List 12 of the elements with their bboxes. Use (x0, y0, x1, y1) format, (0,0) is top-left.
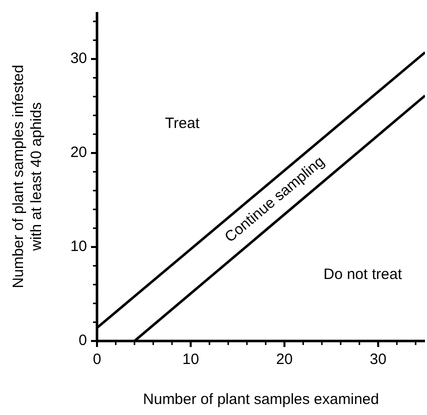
y-tick-label: 20 (70, 144, 87, 161)
x-axis-title: Number of plant samples examined (143, 391, 379, 408)
y-axis-title: Number of plant samples infested with at least 40 aphids (10, 64, 45, 288)
annotation: Do not treat (323, 266, 403, 284)
x-tick-label: 30 (370, 350, 386, 368)
x-tick-label: 10 (182, 350, 200, 368)
x-tick-label: 0 (92, 350, 102, 368)
annotation: Treat (165, 114, 200, 132)
x-tick-label: 20 (276, 350, 293, 368)
y-tick-label: 10 (70, 238, 87, 255)
y-tick-label: 30 (70, 50, 87, 67)
y-tick-label: 0 (78, 332, 87, 349)
